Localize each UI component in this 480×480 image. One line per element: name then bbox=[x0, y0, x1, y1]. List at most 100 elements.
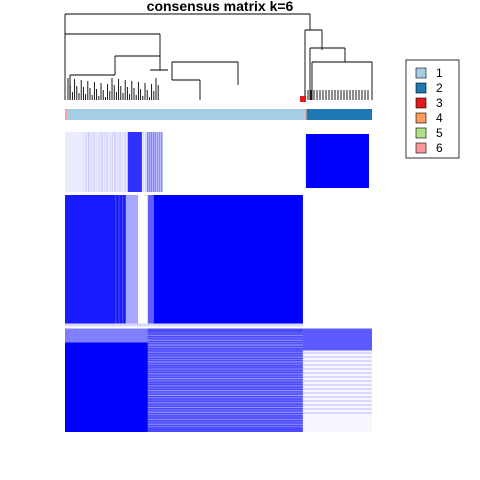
heatmap-streak bbox=[155, 132, 157, 192]
heatmap-streak bbox=[147, 409, 303, 411]
heatmap-streak bbox=[115, 195, 117, 324]
heatmap-streak bbox=[147, 382, 303, 384]
heatmap-divider bbox=[65, 323, 303, 327]
heatmap-streak bbox=[147, 414, 303, 416]
heatmap-streak bbox=[147, 392, 303, 394]
heatmap-streak bbox=[103, 132, 106, 192]
heatmap-streak bbox=[147, 361, 303, 363]
heatmap-streak bbox=[302, 404, 372, 406]
heatmap-streak bbox=[147, 356, 303, 358]
legend-swatch-6 bbox=[415, 142, 427, 154]
heatmap-streak bbox=[147, 397, 303, 399]
dendrogram-leaf bbox=[300, 96, 306, 102]
heatmap-cell bbox=[147, 328, 303, 432]
heatmap-streak bbox=[147, 385, 303, 387]
heatmap-streak bbox=[147, 358, 303, 360]
legend-swatch-2 bbox=[415, 82, 427, 94]
chart-title: consensus matrix k=6 bbox=[146, 0, 294, 14]
heatmap-streak bbox=[147, 416, 303, 418]
heatmap-streak bbox=[88, 132, 90, 192]
heatmap-streak bbox=[85, 132, 87, 192]
heatmap-streak bbox=[145, 132, 147, 192]
heatmap-streak bbox=[151, 132, 153, 192]
heatmap-streak bbox=[147, 404, 303, 406]
heatmap-streak bbox=[149, 132, 151, 192]
heatmap-streak bbox=[147, 399, 303, 401]
heatmap-streak bbox=[147, 351, 303, 353]
heatmap-streak bbox=[147, 332, 303, 334]
heatmap-cell bbox=[65, 195, 138, 324]
heatmap-streak bbox=[302, 364, 372, 366]
heatmap-streak bbox=[302, 396, 372, 398]
heatmap-streak bbox=[122, 132, 124, 192]
legend-label-5: 5 bbox=[436, 126, 443, 140]
heatmap-streak bbox=[147, 368, 303, 370]
heatmap-streak bbox=[65, 328, 148, 343]
heatmap-streak bbox=[125, 195, 138, 324]
heatmap-streak bbox=[302, 368, 372, 370]
heatmap-streak bbox=[147, 406, 303, 408]
heatmap-streak bbox=[147, 337, 303, 339]
heatmap-streak bbox=[98, 132, 100, 192]
heatmap-streak bbox=[147, 339, 303, 341]
heatmap-streak bbox=[146, 195, 148, 324]
heatmap-streak bbox=[147, 421, 303, 423]
heatmap-streak bbox=[147, 344, 303, 346]
heatmap-streak bbox=[148, 132, 150, 192]
dendrogram bbox=[64, 13, 373, 102]
heatmap-streak bbox=[96, 132, 98, 192]
class-segment bbox=[306, 109, 372, 120]
heatmap-streak bbox=[302, 408, 372, 410]
heatmap-streak bbox=[106, 132, 108, 192]
heatmap-streak bbox=[143, 195, 145, 324]
heatmap-streak bbox=[122, 195, 124, 324]
legend-label-4: 4 bbox=[436, 111, 443, 125]
heatmap-streak bbox=[147, 342, 303, 344]
legend-label-6: 6 bbox=[436, 141, 443, 155]
heatmap-streak bbox=[147, 132, 149, 192]
heatmap-streak bbox=[302, 412, 372, 414]
heatmap-streak bbox=[147, 423, 303, 425]
heatmap-cell bbox=[65, 328, 148, 432]
heatmap-streak bbox=[161, 132, 163, 192]
heatmap-streak bbox=[147, 363, 303, 365]
heatmap-streak bbox=[150, 132, 152, 192]
heatmap-streak bbox=[302, 384, 372, 386]
heatmap-streak bbox=[147, 370, 303, 372]
legend-swatch-5 bbox=[415, 127, 427, 139]
heatmap-streak bbox=[147, 375, 303, 377]
heatmap-streak bbox=[153, 132, 155, 192]
legend-swatch-3 bbox=[415, 97, 427, 109]
heatmap-streak bbox=[142, 132, 145, 192]
heatmap-cell bbox=[127, 132, 142, 192]
heatmap-streak bbox=[157, 132, 159, 192]
heatmap-streak bbox=[302, 380, 372, 382]
heatmap-streak bbox=[147, 380, 303, 382]
class-segment bbox=[304, 109, 307, 120]
heatmap-streak bbox=[302, 352, 372, 354]
heatmap-streak bbox=[101, 132, 103, 192]
heatmap-streak bbox=[119, 132, 121, 192]
heatmap-streak bbox=[118, 195, 120, 324]
heatmap-streak bbox=[302, 356, 372, 358]
heatmap-streak bbox=[159, 132, 161, 192]
heatmap-streak bbox=[302, 360, 372, 362]
heatmap-streak bbox=[90, 132, 93, 192]
heatmap-streak bbox=[153, 132, 155, 192]
heatmap-streak bbox=[124, 132, 126, 192]
heatmap-streak bbox=[147, 411, 303, 413]
legend-label-1: 1 bbox=[436, 66, 443, 80]
legend-box bbox=[405, 59, 460, 159]
heatmap-streak bbox=[147, 402, 303, 404]
consensus-heatmap bbox=[65, 132, 372, 432]
heatmap-streak bbox=[147, 378, 303, 380]
heatmap-streak bbox=[111, 132, 113, 192]
class-segment bbox=[66, 109, 305, 120]
class-segment bbox=[65, 109, 67, 120]
heatmap-streak bbox=[302, 388, 372, 390]
heatmap-streak bbox=[147, 346, 303, 348]
heatmap-streak bbox=[147, 366, 303, 368]
heatmap-cell bbox=[302, 350, 372, 432]
heatmap-streak bbox=[93, 132, 95, 192]
